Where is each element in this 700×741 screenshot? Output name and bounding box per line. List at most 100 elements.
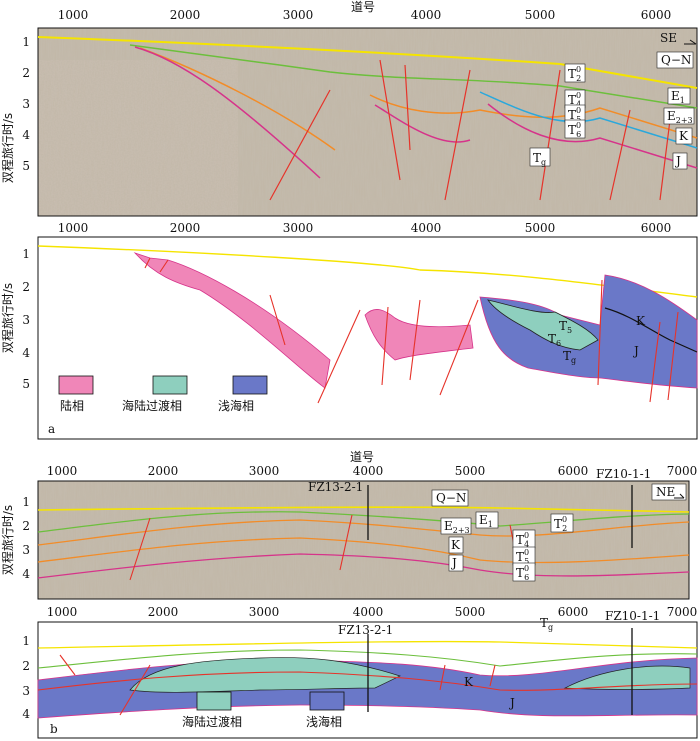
transitional-body (487, 299, 599, 351)
label-box-t6 (564, 119, 586, 139)
seismic-unmigrated-zone (38, 60, 238, 216)
panel-b-time-axis: 1 2 3 4 (22, 634, 30, 721)
trace-tick: 3000 (283, 8, 314, 22)
seafloor-horizon (37, 36, 698, 89)
panel-a-frame (37, 27, 698, 217)
label-box-j (448, 554, 464, 572)
time-tick: 4 (22, 346, 30, 360)
label-box-qn (656, 51, 694, 69)
label-t4: T0 4 (516, 531, 529, 549)
transitional-body-east (563, 665, 691, 690)
label-box-e23 (663, 107, 695, 125)
trace-tick: 4000 (353, 605, 384, 619)
panel-a-top-trace-axis: 1000 2000 3000 4000 5000 6000 道号 (58, 0, 672, 22)
label-box-e1 (475, 511, 499, 529)
panel-b-top-trace-axis: 1000 2000 3000 4000 5000 6000 7000 (47, 464, 698, 478)
panel-b-interpretation: Tg FZ13-2-1 FZ10-1-1 K J 1 2 3 4 海陆过渡相 浅… (22, 609, 698, 739)
arrow-icon (674, 493, 685, 499)
label-t4: T0 4 (568, 91, 581, 109)
trace-tick: 1000 (47, 464, 78, 478)
time-tick: 2 (22, 519, 30, 533)
panel-a-seismic: 1000 2000 3000 4000 5000 6000 道号 SE Q−N (0, 0, 698, 235)
y-axis-title: 双程旅行时/s (0, 505, 15, 575)
time-tick: 1 (22, 495, 30, 509)
label-box-j (672, 152, 688, 170)
legend-label-transitional: 海陆过渡相 (122, 398, 182, 413)
y-axis-title: 双程旅行时/s (0, 283, 15, 353)
panel-a-interpretation: 1 2 3 4 5 双程旅行时/s T5 T6 Tg K J 陆相 海陆过渡相 (0, 236, 698, 440)
panel-a-direction-marker: SE (660, 31, 697, 45)
interp-label-j: J (632, 344, 639, 358)
trace-tick: 2000 (148, 605, 179, 619)
legend-swatch-transitional (152, 375, 188, 395)
label-t2: T0 2 (554, 515, 567, 533)
interp-label-t6: T6 (548, 332, 561, 348)
panel-b-time-axis: 1 2 3 4 (22, 495, 30, 581)
trace-tick: 6000 (641, 221, 672, 235)
label-e1: E1 (479, 513, 493, 529)
trace-tick: 3000 (283, 221, 314, 235)
trace-tick: 5000 (525, 221, 556, 235)
label-j: J (674, 154, 681, 168)
trace-tick: 4000 (411, 221, 442, 235)
interp-label-j: J (508, 696, 515, 710)
well-lines (367, 485, 633, 548)
time-tick: 1 (22, 634, 30, 648)
trace-axis-title: 道号 (351, 0, 375, 14)
trace-tick: 1000 (58, 8, 89, 22)
trace-tick: 1000 (47, 605, 78, 619)
well-label-fz10: FZ10-1-1 (596, 467, 651, 481)
k-j-boundary (604, 307, 698, 353)
well-label-fz13: FZ13-2-1 (308, 480, 363, 494)
legend-label-transitional: 海陆过渡相 (182, 714, 242, 729)
label-box-k (675, 127, 693, 145)
time-tick: 4 (22, 567, 30, 581)
time-tick: 3 (22, 313, 30, 327)
t2-horizon (129, 44, 698, 109)
well-label-fz10: FZ10-1-1 (605, 609, 660, 623)
trace-tick: 6000 (558, 605, 589, 619)
interp-a-time-axis: 1 2 3 4 5 (22, 247, 30, 391)
panel-b-horizon-labels: Q−N E2+3 E1 T0 2 K J T0 4 T0 5 T0 6 (431, 489, 574, 582)
legend-swatch-shallow-marine (309, 691, 345, 711)
trace-tick: 2000 (170, 221, 201, 235)
interp-label-k: K (464, 675, 474, 689)
time-tick: 4 (22, 128, 30, 142)
time-tick: 4 (22, 707, 30, 721)
tg-label: Tg (540, 616, 553, 632)
y-axis-title: 双程旅行时/s (0, 113, 15, 183)
trace-tick: 3000 (249, 464, 280, 478)
label-k: K (451, 538, 461, 552)
label-box-t2 (550, 513, 574, 533)
trace-tick: 5000 (455, 605, 486, 619)
panel-b-bottom-trace-axis: 1000 2000 3000 4000 5000 6000 7000 (47, 605, 698, 619)
label-box-t6 (512, 562, 536, 582)
time-tick: 1 (22, 35, 30, 49)
time-tick: 3 (22, 543, 30, 557)
interp-label-t5: T5 (559, 319, 572, 335)
interp-faults (59, 654, 496, 716)
interp-label-tg: Tg (563, 349, 576, 365)
trace-tick: 4000 (411, 8, 442, 22)
continental-body-central (364, 309, 474, 361)
time-tick: 2 (22, 659, 30, 673)
panel-a-letter: a (48, 422, 55, 436)
label-box-qn (431, 489, 469, 507)
trace-tick: 6000 (641, 8, 672, 22)
faults (269, 59, 671, 201)
panel-a-bottom-trace-axis: 1000 2000 3000 4000 5000 6000 (58, 221, 672, 235)
trace-tick: 5000 (455, 464, 486, 478)
legend-swatch-shallow-marine (232, 375, 268, 395)
label-tg: Tg (533, 151, 546, 167)
t4-horizon (37, 519, 690, 546)
trace-tick: 1000 (58, 221, 89, 235)
label-qn: Q−N (436, 491, 466, 505)
trace-axis-title: 道号 (350, 450, 374, 464)
interp-label-k: K (636, 314, 646, 328)
well-label-fz13: FZ13-2-1 (338, 623, 393, 637)
panel-b-direction-marker: NE (651, 483, 687, 501)
continental-body-west (133, 252, 331, 389)
trace-tick: 3000 (249, 605, 280, 619)
label-t2: T0 2 (568, 65, 581, 83)
label-box-tg (529, 147, 551, 167)
